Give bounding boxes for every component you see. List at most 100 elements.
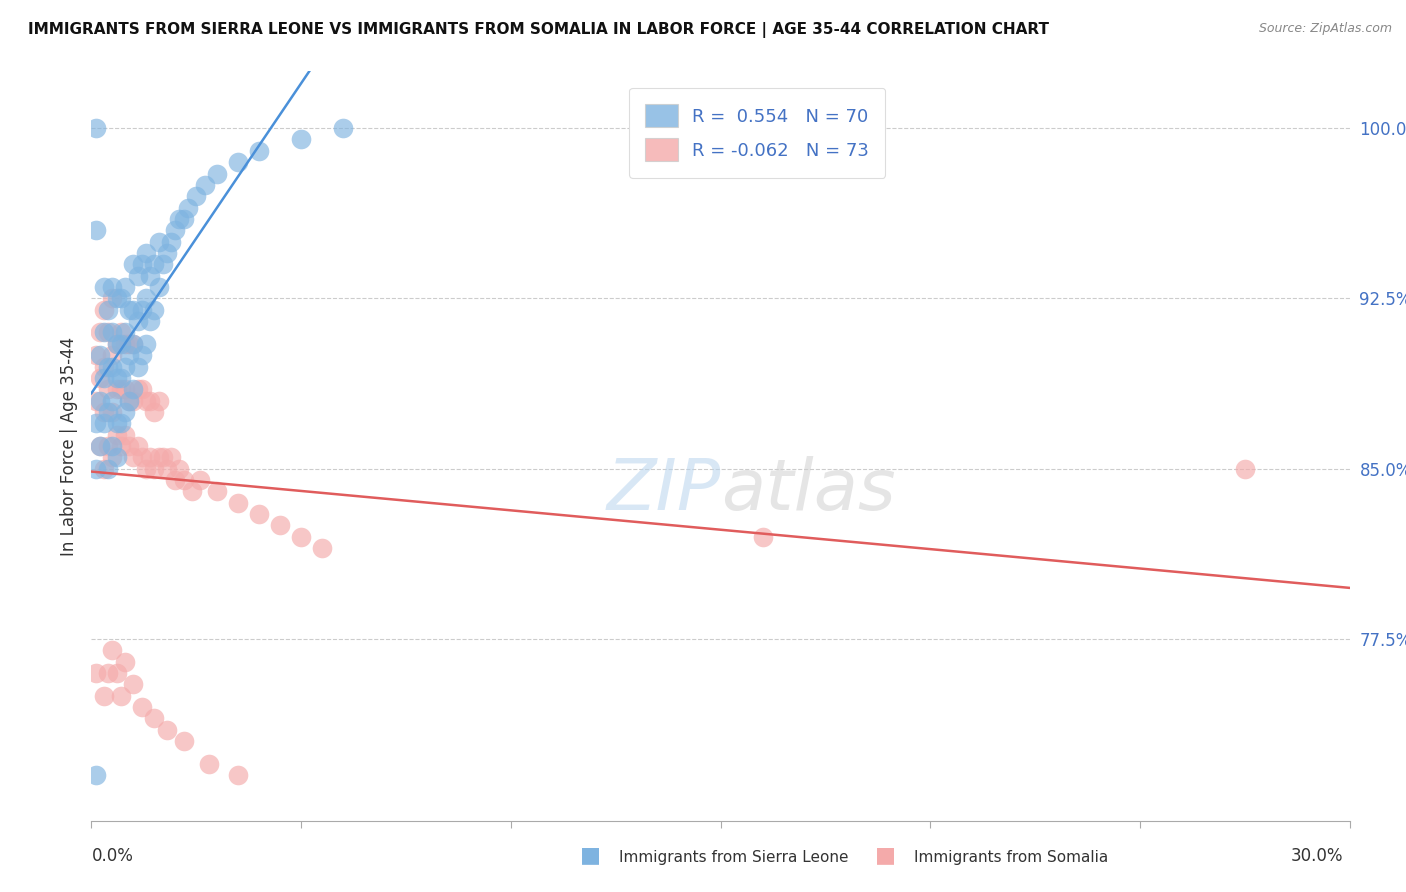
Point: [290, 132, 312, 146]
Point: [173, 211, 195, 226]
Point: [139, 314, 162, 328]
Text: Source: ZipAtlas.com: Source: ZipAtlas.com: [1258, 22, 1392, 36]
Point: [131, 257, 153, 271]
Text: 30.0%: 30.0%: [1291, 847, 1343, 865]
Point: [143, 711, 166, 725]
Point: [93, 326, 115, 340]
Point: [135, 292, 157, 306]
Point: [101, 643, 124, 657]
Point: [101, 393, 124, 408]
Point: [127, 268, 149, 283]
Point: [84, 348, 107, 362]
Point: [131, 700, 153, 714]
Point: [190, 473, 212, 487]
Point: [269, 518, 291, 533]
Point: [110, 439, 132, 453]
Point: [148, 393, 170, 408]
Point: [226, 496, 249, 510]
Text: 0.0%: 0.0%: [91, 847, 134, 865]
Point: [101, 439, 124, 453]
Point: [143, 257, 166, 271]
Point: [122, 302, 145, 317]
Point: [97, 405, 120, 419]
Point: [84, 393, 107, 408]
Point: [118, 302, 141, 317]
Point: [101, 450, 124, 465]
Point: [93, 417, 115, 431]
Legend: R =  0.554   N = 70, R = -0.062   N = 73: R = 0.554 N = 70, R = -0.062 N = 73: [628, 88, 886, 178]
Point: [135, 393, 157, 408]
Point: [110, 336, 132, 351]
Point: [139, 268, 162, 283]
Point: [97, 302, 120, 317]
Point: [198, 756, 221, 771]
Point: [156, 461, 179, 475]
Point: [131, 302, 153, 317]
Point: [105, 450, 128, 465]
Point: [114, 427, 136, 442]
Point: [101, 348, 124, 362]
Point: [105, 382, 128, 396]
Point: [127, 382, 149, 396]
Point: [93, 461, 115, 475]
Point: [127, 359, 149, 374]
Point: [110, 371, 132, 385]
Point: [181, 484, 204, 499]
Point: [143, 461, 166, 475]
Point: [118, 439, 141, 453]
Point: [122, 677, 145, 691]
Point: [205, 167, 228, 181]
Point: [101, 292, 124, 306]
Point: [84, 417, 107, 431]
Point: [97, 461, 120, 475]
Point: [1233, 461, 1256, 475]
Point: [89, 348, 111, 362]
Point: [84, 461, 107, 475]
Point: [148, 235, 170, 249]
Point: [205, 484, 228, 499]
Point: [101, 280, 124, 294]
Point: [93, 359, 115, 374]
Point: [105, 666, 128, 681]
Point: [135, 336, 157, 351]
Point: [93, 405, 115, 419]
Point: [110, 382, 132, 396]
Point: [143, 405, 166, 419]
Point: [114, 326, 136, 340]
Point: [135, 246, 157, 260]
Point: [97, 382, 120, 396]
Point: [135, 461, 157, 475]
Point: [332, 121, 354, 136]
Point: [127, 439, 149, 453]
Point: [118, 348, 141, 362]
Point: [114, 382, 136, 396]
Point: [110, 292, 132, 306]
Point: [114, 280, 136, 294]
Point: [97, 326, 120, 340]
Text: Immigrants from Somalia: Immigrants from Somalia: [914, 850, 1108, 865]
Point: [93, 689, 115, 703]
Point: [93, 371, 115, 385]
Point: [84, 223, 107, 237]
Point: [160, 235, 183, 249]
Text: ZIP: ZIP: [606, 457, 720, 525]
Point: [186, 189, 208, 203]
Point: [97, 359, 120, 374]
Point: [156, 723, 179, 737]
Point: [97, 666, 120, 681]
Point: [97, 439, 120, 453]
Point: [226, 768, 249, 782]
Point: [110, 326, 132, 340]
Point: [89, 393, 111, 408]
Text: atlas: atlas: [720, 457, 896, 525]
Point: [131, 450, 153, 465]
Point: [143, 302, 166, 317]
Point: [105, 336, 128, 351]
Point: [110, 689, 132, 703]
Point: [122, 257, 145, 271]
Point: [122, 450, 145, 465]
Point: [105, 292, 128, 306]
Point: [226, 155, 249, 169]
Point: [139, 450, 162, 465]
Point: [89, 439, 111, 453]
